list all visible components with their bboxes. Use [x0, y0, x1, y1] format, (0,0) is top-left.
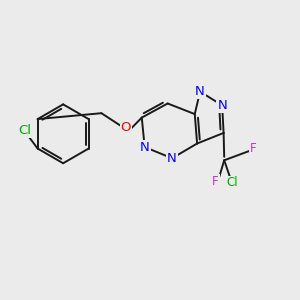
Text: F: F — [212, 175, 219, 188]
Text: N: N — [167, 152, 177, 165]
Text: Cl: Cl — [18, 124, 31, 137]
Text: N: N — [140, 141, 150, 154]
Text: N: N — [217, 99, 227, 112]
Text: F: F — [250, 142, 256, 155]
Text: Cl: Cl — [226, 176, 238, 190]
Text: N: N — [195, 85, 205, 98]
Text: O: O — [121, 122, 131, 134]
